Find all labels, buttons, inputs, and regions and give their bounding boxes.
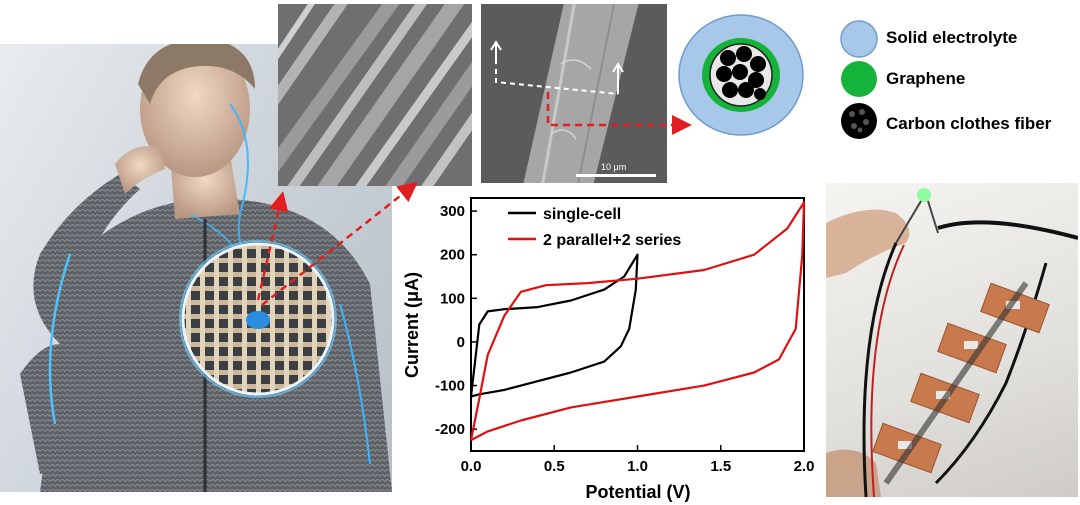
x-tick-label: 1.5 — [710, 458, 731, 475]
person-figure-image — [20, 44, 392, 492]
y-tick-label: -200 — [435, 421, 465, 438]
y-tick-label: -100 — [435, 378, 465, 395]
graphene-swatch — [841, 61, 877, 97]
x-tick-label: 2.0 — [794, 458, 815, 475]
sem-scale-label: 10 μm — [601, 162, 627, 172]
x-tick-label: 0.0 — [461, 458, 482, 475]
sem-image-single-fiber: 10 μm — [481, 4, 667, 183]
series-line-parallel-series — [469, 201, 806, 442]
carbon-fiber-swatch — [841, 103, 877, 139]
legend-label-solid-electrolyte: Solid electrolyte — [886, 28, 1018, 47]
x-axis-label: Potential (V) — [585, 482, 690, 502]
cv-chart: 0.0 0.5 1.0 1.5 2.0 -200 -100 0 100 200 300 single… — [402, 197, 815, 502]
y-tick-label: 100 — [440, 290, 465, 307]
y-axis-label: Current (μA) — [402, 272, 422, 378]
legend-label-graphene: Graphene — [886, 69, 966, 88]
x-tick-label: 1.0 — [627, 458, 648, 475]
y-tick-label: 300 — [440, 203, 465, 220]
sem-image-fiber-bundle — [278, 4, 472, 186]
legend-single-cell: single-cell — [543, 206, 621, 223]
y-tick-label: 0 — [457, 334, 465, 351]
series-line-single-cell — [469, 253, 639, 398]
device-photo — [826, 183, 1078, 497]
fiber-cross-section-diagram — [678, 14, 804, 136]
legend-label-carbon-clothes-fiber: Carbon clothes fiber — [886, 114, 1052, 133]
solid-electrolyte-swatch — [840, 20, 878, 58]
y-tick-label: 200 — [440, 247, 465, 264]
legend-parallel-series: 2 parallel+2 series — [543, 232, 681, 249]
x-tick-label: 0.5 — [544, 458, 565, 475]
